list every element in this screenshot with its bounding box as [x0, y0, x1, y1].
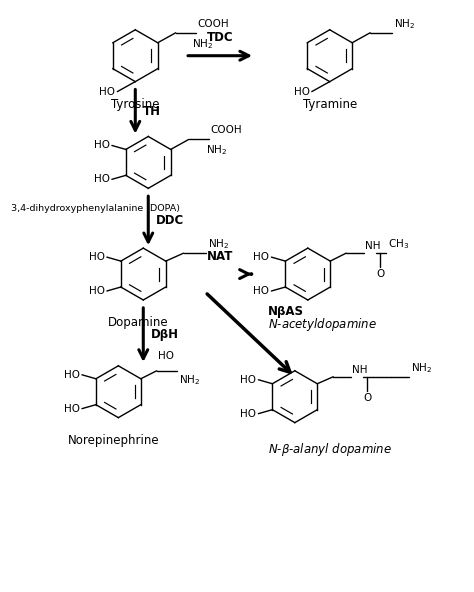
Text: HO: HO [294, 86, 310, 96]
Text: O: O [363, 392, 371, 403]
Text: $N$-acetyldopamine: $N$-acetyldopamine [268, 316, 377, 333]
Text: HO: HO [158, 351, 174, 361]
Text: HO: HO [89, 286, 105, 296]
Text: HO: HO [240, 375, 256, 385]
Text: HO: HO [64, 370, 80, 380]
Text: NH$_2$: NH$_2$ [394, 17, 415, 31]
Text: COOH: COOH [198, 19, 229, 29]
Text: COOH: COOH [210, 126, 242, 136]
Text: HO: HO [254, 286, 269, 296]
Text: NAT: NAT [207, 250, 233, 263]
Text: NH: NH [365, 241, 381, 251]
Text: NH$_2$: NH$_2$ [206, 143, 227, 157]
Text: Tyramine: Tyramine [302, 98, 357, 111]
Text: NH$_2$: NH$_2$ [191, 37, 213, 50]
Text: NH$_2$: NH$_2$ [208, 237, 229, 251]
Text: Norepinephrine: Norepinephrine [68, 433, 159, 446]
Text: HO: HO [89, 252, 105, 262]
Text: TH: TH [143, 105, 161, 118]
Text: HO: HO [100, 86, 115, 96]
Text: NH$_2$: NH$_2$ [179, 373, 200, 387]
Text: O: O [376, 269, 384, 279]
Text: DDC: DDC [156, 214, 184, 227]
Text: NβAS: NβAS [268, 305, 304, 318]
Text: NH$_2$: NH$_2$ [411, 361, 432, 375]
Text: HO: HO [94, 174, 110, 184]
Text: TDC: TDC [207, 31, 233, 44]
Text: DβH: DβH [151, 329, 179, 342]
Text: NH: NH [352, 365, 368, 375]
Text: HO: HO [240, 408, 256, 419]
Text: 3,4-dihydroxyphenylalanine (DOPA): 3,4-dihydroxyphenylalanine (DOPA) [11, 204, 180, 213]
Text: HO: HO [94, 140, 110, 150]
Text: HO: HO [64, 404, 80, 414]
Text: CH$_3$: CH$_3$ [388, 237, 409, 251]
Text: $N$-β-alanyl dopamine: $N$-β-alanyl dopamine [268, 440, 392, 458]
Text: HO: HO [254, 252, 269, 262]
Text: Dopamine: Dopamine [108, 316, 169, 329]
Text: Tyrosine: Tyrosine [111, 98, 160, 111]
